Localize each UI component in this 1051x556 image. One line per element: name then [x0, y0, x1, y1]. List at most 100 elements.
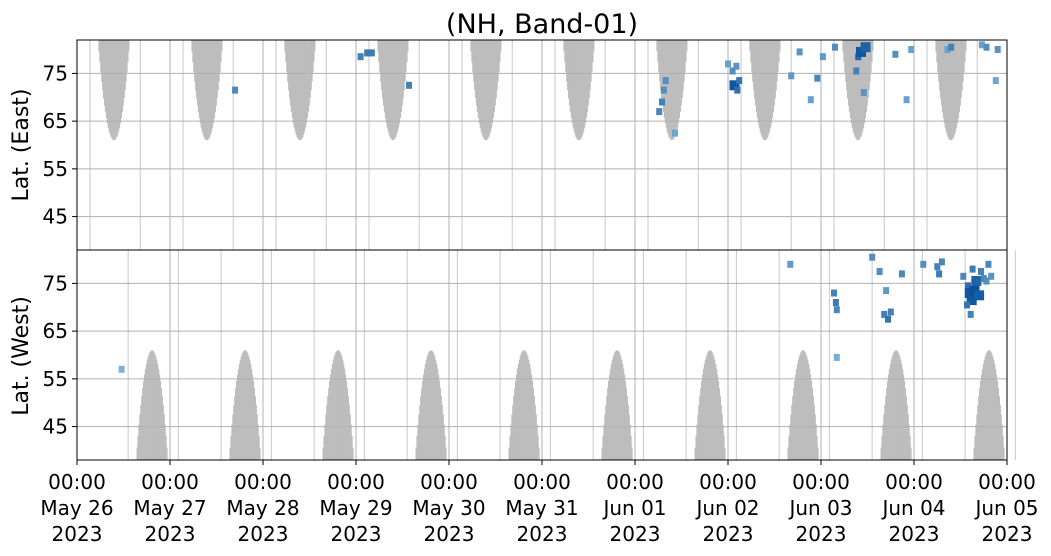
x-tick-label: 00:00 — [885, 470, 943, 494]
west-gap-5-strip — [611, 359, 614, 460]
east-gap-2-strip — [301, 40, 303, 139]
west-gap-2-strip — [352, 447, 354, 460]
east-gap-5-strip — [567, 40, 569, 91]
west-gap-6-strip — [710, 350, 712, 460]
west-gap-2-strip — [345, 380, 348, 460]
west-gap-8-strip — [893, 351, 895, 460]
x-tick-label: May 28 — [226, 496, 299, 520]
east-gap-6-strip — [666, 40, 668, 132]
west-gap-5-strip — [608, 374, 611, 460]
east-gap-4-strip — [482, 40, 484, 138]
east-gap-6-strip — [660, 40, 662, 91]
east-gap-9-strip — [940, 40, 943, 106]
west-gap-5-strip — [626, 396, 628, 460]
west-gap-2-strip — [350, 424, 352, 460]
east-gap-0-strip — [117, 40, 120, 132]
east-gap-8-strip — [867, 40, 869, 99]
west-gap-9-strip — [988, 350, 990, 460]
east-gap-7-strip — [763, 40, 765, 140]
west-event-cell — [985, 260, 992, 268]
east-gap-3-strip — [386, 40, 389, 128]
east-gap-8-strip — [860, 40, 863, 135]
west-gap-7-strip — [791, 404, 793, 460]
west-gap-5-strip — [617, 350, 619, 460]
east-gap-3-strip — [377, 40, 379, 52]
east-event-cell — [860, 42, 871, 53]
west-gap-0-strip — [156, 363, 159, 460]
x-tick-label: 00:00 — [48, 470, 106, 494]
west-gap-6-strip — [697, 414, 699, 460]
west-event-cell — [969, 265, 976, 273]
east-gap-3-strip — [396, 40, 399, 132]
east-gap-7-strip — [767, 40, 770, 135]
east-gap-5-strip — [577, 40, 579, 140]
west-gap-9-strip — [1000, 414, 1002, 460]
west-gap-2-strip — [346, 388, 349, 460]
west-gap-3-strip — [443, 424, 445, 460]
west-gap-4-strip — [527, 356, 529, 460]
east-gap-8-strip — [860, 40, 862, 138]
west-gap-6-strip — [702, 368, 705, 460]
east-gap-9-strip — [938, 40, 940, 82]
east-gap-1-strip — [197, 40, 200, 113]
x-tick-label: May 27 — [133, 496, 206, 520]
east-gap-0-strip — [102, 40, 104, 91]
west-gap-5-strip — [606, 396, 608, 460]
west-gap-0-strip — [163, 414, 165, 460]
west-gap-9-strip — [983, 359, 986, 460]
east-gap-7-strip — [753, 40, 755, 91]
west-gap-5-strip — [627, 404, 629, 460]
east-gap-4-strip — [470, 40, 472, 52]
x-tick-label: May 29 — [319, 496, 392, 520]
west-gap-0-strip — [145, 363, 148, 460]
east-gap-4-strip — [475, 40, 477, 99]
west-gap-0-strip — [154, 353, 156, 460]
east-gap-0-strip — [128, 40, 130, 52]
west-gap-0-strip — [143, 374, 146, 460]
west-gap-9-strip — [984, 356, 987, 460]
east-gap-5-strip — [570, 40, 573, 119]
west-gap-8-strip — [900, 363, 903, 460]
east-gap-3-strip — [404, 40, 406, 82]
west-event-cell — [876, 268, 883, 275]
west-gap-7-strip — [794, 380, 796, 460]
east-gap-2-strip — [289, 40, 292, 106]
west-gap-3-strip — [421, 388, 423, 460]
west-gap-4-strip — [528, 363, 531, 460]
west-event-cell — [966, 295, 977, 306]
west-gap-6-strip — [716, 374, 719, 460]
east-gap-8-strip — [869, 40, 871, 82]
east-gap-9-strip — [947, 40, 949, 138]
west-event-cell — [920, 260, 927, 268]
east-gap-3-strip — [397, 40, 400, 128]
east-gap-9-strip — [963, 40, 965, 73]
west-gap-4-strip — [512, 404, 514, 460]
west-gap-6-strip — [714, 363, 717, 460]
west-gap-2-strip — [325, 414, 327, 460]
west-gap-9-strip — [986, 351, 988, 460]
west-gap-5-strip — [625, 388, 628, 460]
west-gap-1-strip — [241, 353, 243, 460]
west-gap-0-strip — [156, 359, 158, 460]
west-event-cell — [887, 308, 894, 316]
west-gap-6-strip — [720, 404, 722, 460]
east-gap-0-strip — [119, 40, 122, 124]
east-gap-1-strip — [204, 40, 206, 139]
west-gap-6-strip — [721, 414, 723, 460]
east-gap-3-strip — [382, 40, 384, 99]
west-gap-5-strip — [631, 447, 633, 460]
west-gap-3-strip — [444, 435, 446, 460]
x-tick-label: 00:00 — [420, 470, 478, 494]
east-gap-2-strip — [310, 40, 312, 91]
east-gap-1-strip — [217, 40, 219, 91]
west-gap-9-strip — [981, 368, 984, 460]
east-gap-5-strip — [581, 40, 584, 135]
west-event-cell — [831, 289, 837, 297]
east-gap-8-strip — [847, 40, 850, 106]
east-gap-1-strip — [209, 40, 212, 135]
west-gap-5-strip — [605, 404, 607, 460]
west-gap-8-strip — [904, 388, 907, 460]
east-gap-6-strip — [679, 40, 681, 113]
east-gap-5-strip — [572, 40, 575, 128]
west-gap-9-strip — [989, 350, 991, 460]
